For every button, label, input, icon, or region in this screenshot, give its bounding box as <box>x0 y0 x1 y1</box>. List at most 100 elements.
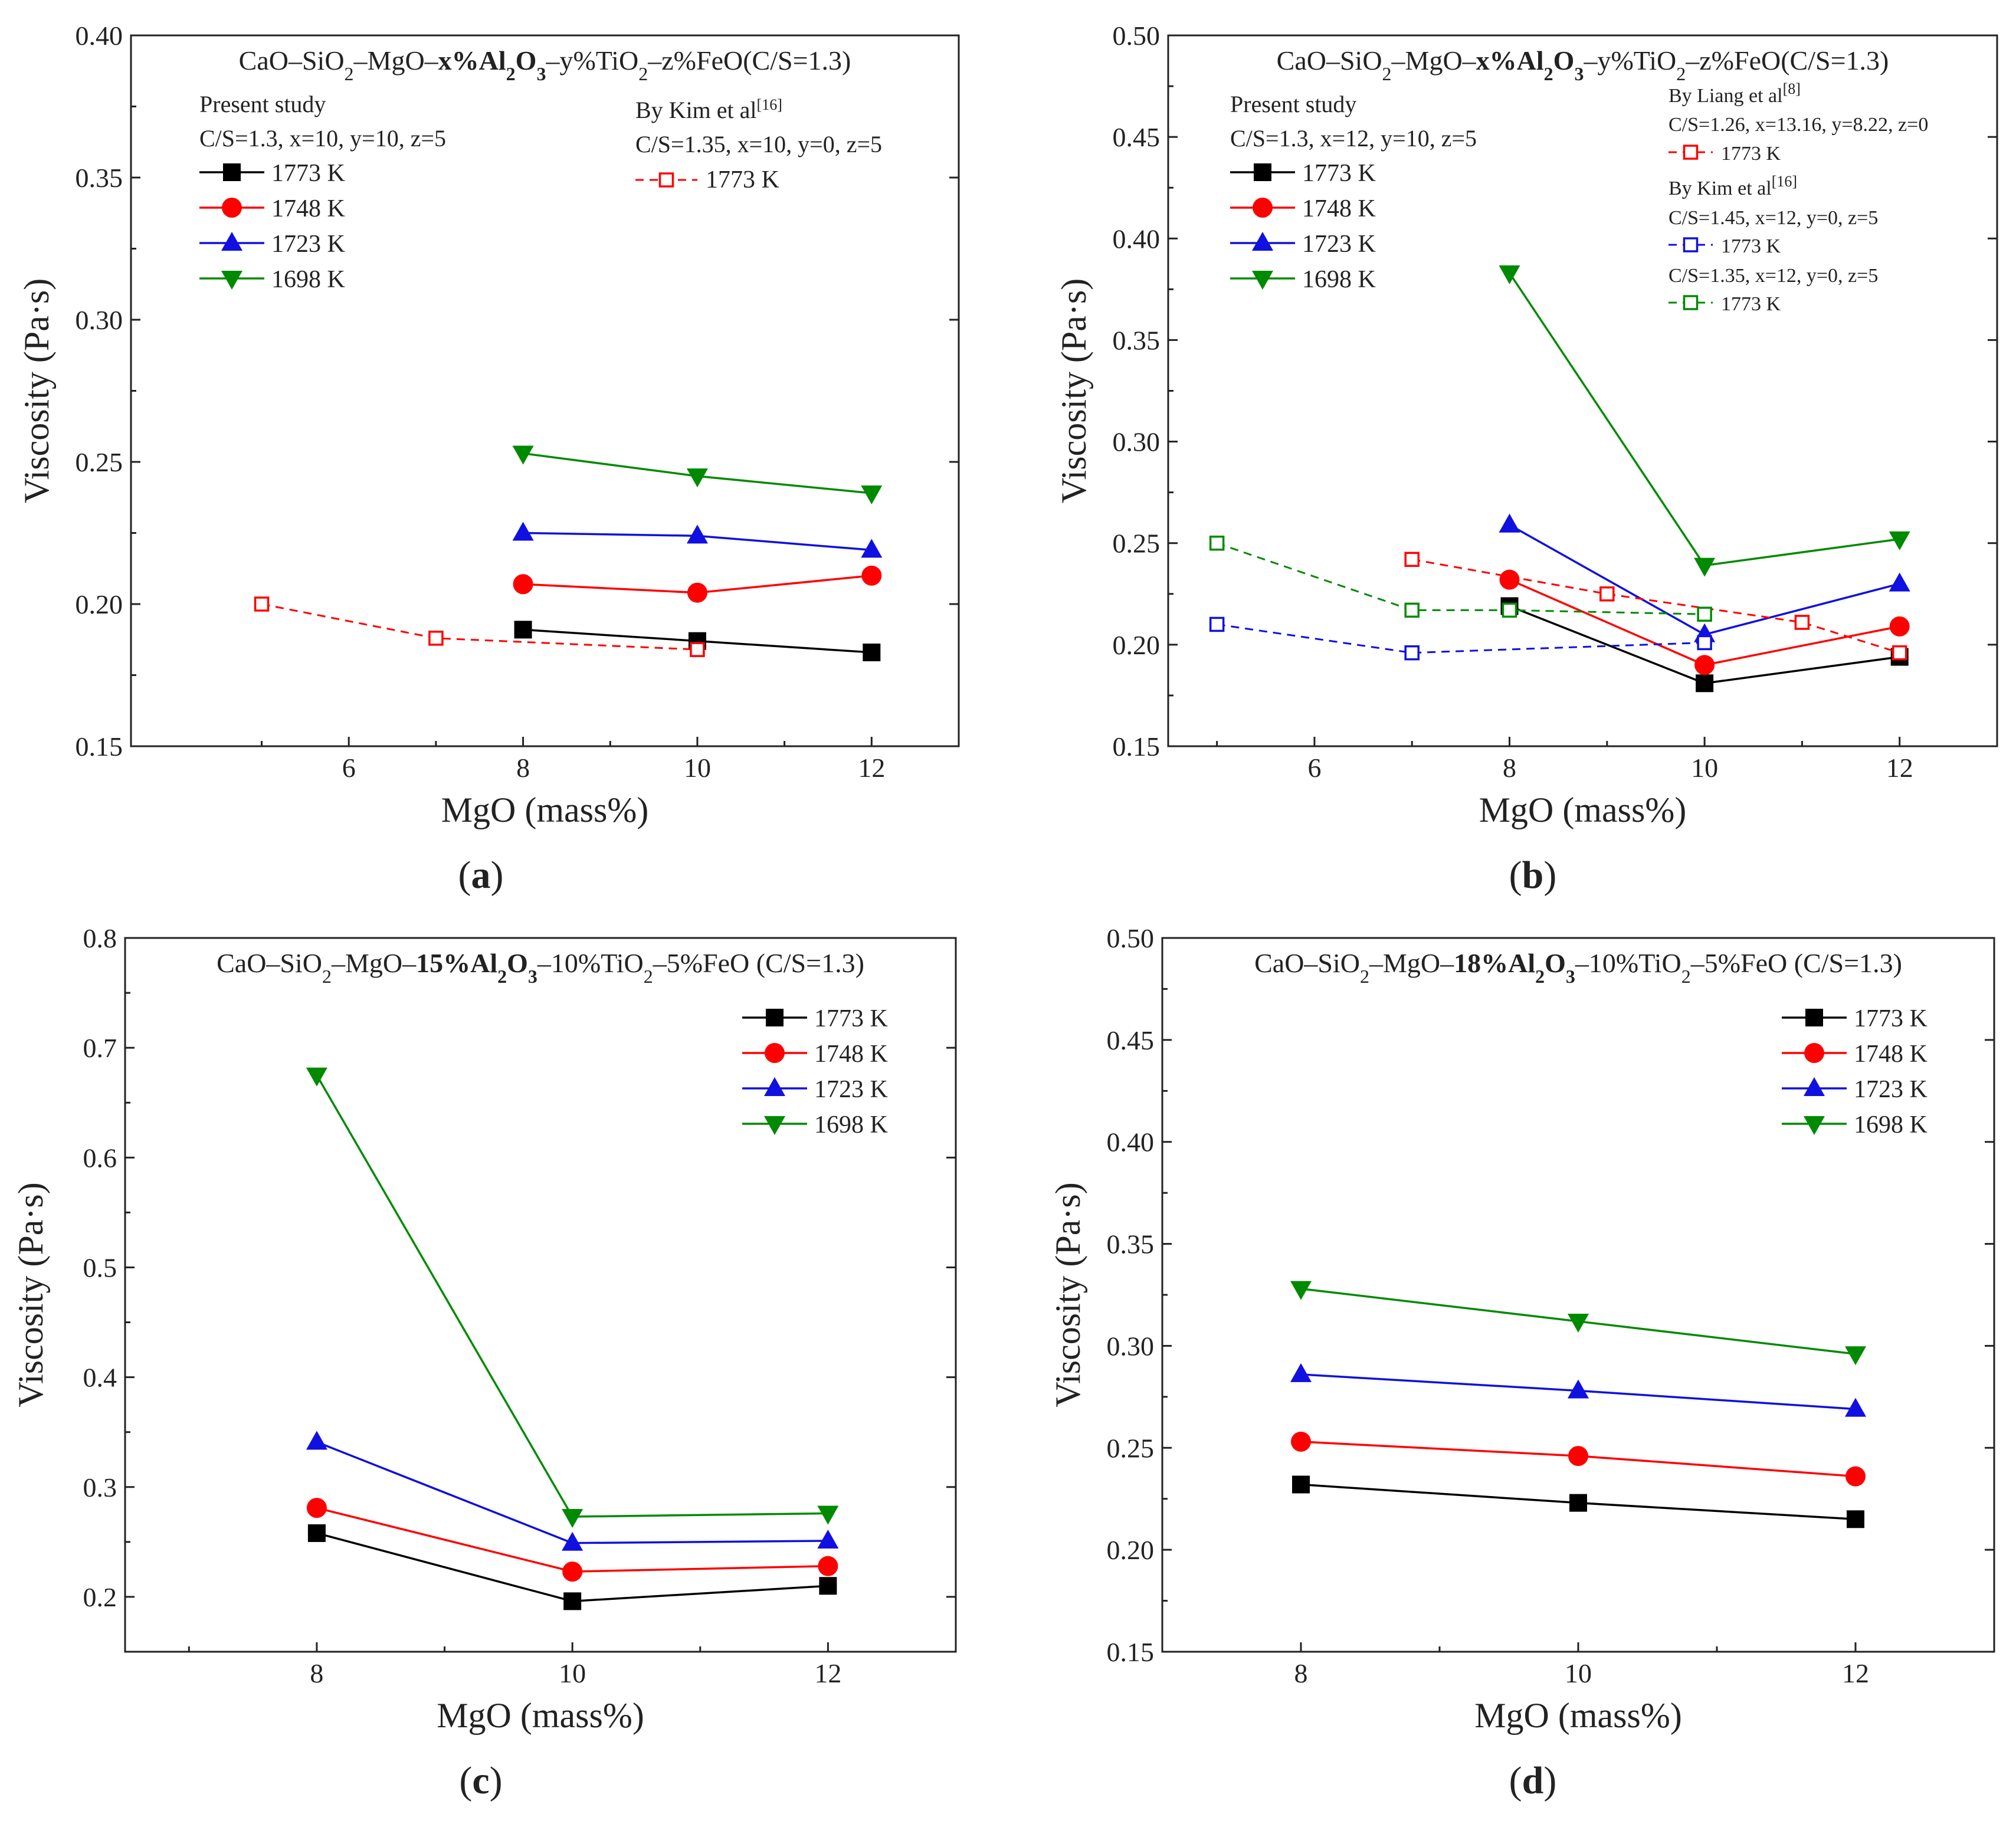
legend-marker <box>1804 1077 1825 1096</box>
title-subscript: 2 <box>638 63 648 84</box>
series-2 <box>512 521 883 558</box>
panel-label: (c) <box>459 1759 502 1802</box>
panel-label-letter: c <box>472 1759 489 1802</box>
data-point <box>1568 1446 1588 1467</box>
x-tick-label: 12 <box>1886 753 1913 783</box>
data-point <box>861 485 883 505</box>
title-part: O <box>1553 45 1575 76</box>
plot-frame <box>124 937 957 1653</box>
data-point <box>1889 616 1910 637</box>
data-point <box>863 643 881 661</box>
data-point <box>1694 655 1715 675</box>
title-part: 15%Al <box>416 948 497 978</box>
legend-label: 1723 K <box>814 1076 888 1103</box>
title-part: –y%TiO <box>1583 45 1676 76</box>
y-tick-label: 0.50 <box>1113 21 1161 51</box>
series-4 <box>1404 552 1907 661</box>
title-part: –MgO– <box>1391 45 1477 76</box>
legend-entry-3: 1698 K <box>1230 266 1376 293</box>
legend-label: 1748 K <box>1854 1041 1928 1068</box>
note-text: C/S=1.3, x=12, y=10, z=5 <box>1230 125 1477 152</box>
note-superscript: [16] <box>1772 173 1797 190</box>
title-part: CaO–SiO <box>1254 948 1360 978</box>
data-point <box>1209 616 1225 632</box>
note-present-cond: C/S=1.3, x=12, y=10, z=5 <box>1230 125 1477 152</box>
legend-label: 1698 K <box>1302 266 1376 293</box>
y-tick-label: 0.20 <box>76 589 123 619</box>
panel-label-letter: a <box>471 854 491 897</box>
series-line <box>1217 542 1705 615</box>
title-part: x%Al <box>1476 45 1544 76</box>
legend-marker <box>223 163 241 181</box>
y-tick-label: 0.5 <box>83 1252 117 1282</box>
data-point <box>1845 1346 1866 1366</box>
title-subscript: 2 <box>1676 63 1686 84</box>
legend-marker <box>1253 198 1273 218</box>
y-axis-title: Viscosity (Pa·s) <box>1048 1182 1087 1407</box>
y-tick-label: 0.3 <box>83 1472 117 1502</box>
x-tick-label: 10 <box>684 753 711 783</box>
title-subscript: 2 <box>497 966 507 987</box>
y-tick-label: 0.15 <box>1113 731 1161 762</box>
legend-label: 1723 K <box>1854 1076 1928 1103</box>
legend-entry-6: 1773 K <box>1668 293 1781 315</box>
data-point <box>1845 1397 1866 1417</box>
panel-label: (b) <box>1509 854 1557 897</box>
note-text: Present study <box>199 91 326 117</box>
note-text: Present study <box>1230 91 1356 117</box>
panel-label-close: ) <box>1543 854 1556 897</box>
data-point <box>687 582 707 603</box>
legend-label: 1773 K <box>706 166 779 193</box>
x-axis-title: MgO (mass%) <box>437 1696 644 1735</box>
data-point <box>686 524 708 544</box>
data-point <box>1889 572 1910 592</box>
y-axis-title: Viscosity (Pa·s) <box>17 278 56 503</box>
data-point <box>1697 635 1712 651</box>
series-line <box>261 603 698 651</box>
y-tick-label: 0.2 <box>83 1582 117 1612</box>
title-subscript: 2 <box>1544 63 1553 84</box>
legend-marker <box>658 172 674 188</box>
note-liang-cond: C/S=1.26, x=13.16, y=8.22, z=0 <box>1668 114 1928 136</box>
title-part: O <box>1545 948 1566 978</box>
legend-label: 1748 K <box>814 1041 888 1068</box>
legend-entry-2: 1723 K <box>1782 1076 1928 1103</box>
y-tick-label: 0.25 <box>1107 1433 1155 1463</box>
legend-label: 1773 K <box>1854 1005 1928 1032</box>
y-tick-label: 0.20 <box>1107 1535 1155 1565</box>
data-point <box>306 1431 327 1450</box>
note-superscript: [8] <box>1783 80 1801 97</box>
data-point <box>1845 1466 1866 1487</box>
legend-entry-1: 1748 K <box>742 1041 888 1068</box>
legend-marker <box>1254 163 1271 181</box>
data-point <box>1502 602 1517 618</box>
data-point <box>1892 645 1907 661</box>
panel-label-close: ) <box>490 1759 503 1802</box>
series-2 <box>1290 1363 1866 1417</box>
title-subscript: 2 <box>506 63 516 84</box>
data-point <box>512 521 534 541</box>
series-2 <box>306 1431 839 1551</box>
legend-marker <box>1683 145 1699 160</box>
legend-entry-3: 1698 K <box>199 266 345 293</box>
data-point <box>254 596 270 612</box>
title-part: –10%TiO <box>537 948 644 978</box>
chart-panel-c: 0.2 0.3 0.4 0.5 0.6 0.7 0.8 8 10 12 MgO (mass%) Vis… <box>11 923 957 1802</box>
series-line <box>1411 558 1900 654</box>
legend-label: 1748 K <box>1302 195 1376 222</box>
title-part: O <box>507 948 528 978</box>
series-line <box>1509 579 1900 667</box>
y-tick-label: 0.20 <box>1113 630 1161 660</box>
y-tick-label: 0.40 <box>76 21 123 51</box>
data-point <box>1404 645 1420 661</box>
series-line <box>1217 623 1705 654</box>
title-subscript: 3 <box>1566 966 1575 987</box>
chart-panel-d: 0.15 0.20 0.25 0.30 0.35 0.40 0.45 0.50 8 10 12 MgO… <box>1048 923 1995 1802</box>
series-1 <box>1291 1431 1866 1487</box>
legend-label: 1698 K <box>271 266 345 293</box>
data-point <box>306 1067 327 1087</box>
data-point <box>1694 557 1716 577</box>
legend-marker <box>221 271 242 290</box>
x-tick-label: 8 <box>1503 753 1516 783</box>
